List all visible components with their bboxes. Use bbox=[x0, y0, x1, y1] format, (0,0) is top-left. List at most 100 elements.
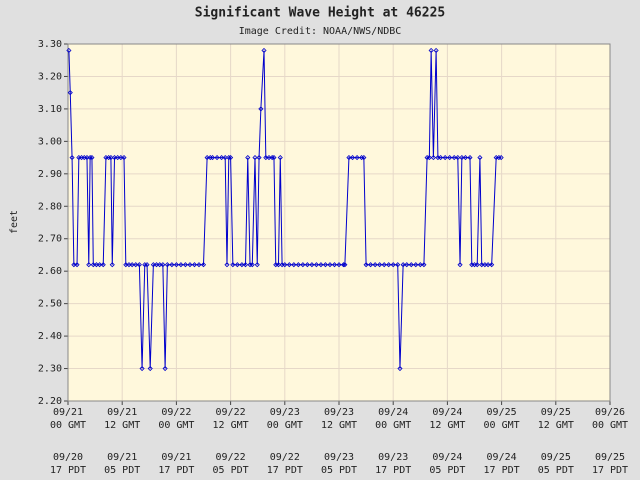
data-point bbox=[196, 262, 202, 268]
data-point bbox=[226, 155, 232, 161]
x-tick-label: 17 PDT bbox=[484, 465, 520, 476]
x-tick-label: 09/22 bbox=[216, 452, 246, 463]
data-point bbox=[433, 47, 439, 54]
data-point bbox=[109, 262, 115, 268]
data-point bbox=[258, 106, 264, 112]
x-tick-label: 17 PDT bbox=[592, 465, 628, 476]
data-point bbox=[214, 155, 220, 161]
data-point bbox=[230, 262, 236, 268]
data-point bbox=[404, 262, 410, 268]
data-point bbox=[381, 262, 387, 268]
data-point bbox=[66, 47, 72, 54]
data-point bbox=[191, 262, 198, 268]
data-point bbox=[256, 155, 262, 161]
x-tick-label: 00 GMT bbox=[50, 420, 86, 431]
data-point bbox=[342, 262, 348, 268]
data-point bbox=[363, 262, 369, 268]
data-point bbox=[282, 262, 288, 268]
data-point bbox=[426, 155, 432, 161]
y-axis-label: feet bbox=[9, 210, 20, 234]
data-point bbox=[261, 47, 267, 54]
data-point bbox=[318, 262, 324, 268]
x-tick-label: 09/26 bbox=[595, 407, 625, 418]
data-point bbox=[245, 155, 251, 161]
y-tick-label: 2.30 bbox=[38, 364, 62, 375]
data-point bbox=[222, 155, 228, 161]
data-point bbox=[74, 262, 80, 268]
data-point bbox=[136, 262, 142, 268]
x-tick-label: 00 GMT bbox=[158, 420, 194, 431]
x-tick-label: 12 GMT bbox=[321, 420, 357, 431]
data-point bbox=[354, 155, 360, 161]
data-point bbox=[254, 262, 260, 268]
data-point bbox=[462, 155, 469, 161]
data-point bbox=[129, 262, 135, 268]
data-point bbox=[277, 155, 283, 161]
x-tick-label: 00 GMT bbox=[592, 420, 628, 431]
data-point bbox=[133, 262, 139, 268]
data-point bbox=[430, 155, 436, 161]
data-point bbox=[447, 155, 453, 161]
data-point bbox=[164, 262, 170, 268]
data-point bbox=[368, 262, 374, 268]
x-tick-label: 09/21 bbox=[107, 452, 137, 463]
y-tick-label: 2.70 bbox=[38, 234, 62, 245]
data-point bbox=[467, 155, 473, 161]
x-tick-label: 09/24 bbox=[487, 452, 517, 463]
data-point bbox=[252, 155, 258, 161]
data-point bbox=[322, 262, 329, 268]
data-point bbox=[421, 262, 427, 268]
x-tick-label: 17 PDT bbox=[375, 465, 411, 476]
data-point bbox=[300, 262, 306, 268]
x-tick-label: 09/22 bbox=[270, 452, 300, 463]
data-point bbox=[349, 155, 356, 161]
x-tick-label: 05 PDT bbox=[213, 465, 249, 476]
data-point bbox=[187, 262, 193, 268]
data-point bbox=[498, 155, 504, 161]
data-point bbox=[331, 262, 338, 268]
data-point bbox=[485, 262, 491, 268]
data-point bbox=[249, 262, 255, 268]
data-point bbox=[108, 155, 114, 161]
data-point bbox=[200, 262, 207, 268]
data-point bbox=[336, 262, 342, 268]
x-tick-label: 17 PDT bbox=[158, 465, 194, 476]
data-point bbox=[144, 262, 150, 268]
data-point bbox=[309, 262, 315, 268]
data-point bbox=[327, 262, 333, 268]
data-point bbox=[340, 262, 347, 268]
data-point bbox=[100, 262, 106, 268]
x-tick-label: 09/23 bbox=[378, 452, 408, 463]
y-tick-label: 2.50 bbox=[38, 299, 62, 310]
y-tick-label: 2.90 bbox=[38, 169, 62, 180]
data-point bbox=[242, 262, 249, 268]
x-tick-label: 12 GMT bbox=[538, 420, 574, 431]
data-point bbox=[160, 262, 166, 268]
data-point bbox=[489, 262, 495, 268]
x-tick-label: 00 GMT bbox=[267, 420, 303, 431]
x-tick-label: 09/23 bbox=[324, 407, 354, 418]
data-point bbox=[438, 155, 444, 161]
data-point bbox=[295, 262, 301, 268]
data-point bbox=[224, 262, 230, 268]
data-point bbox=[275, 262, 282, 268]
chart-subtitle: Image Credit: NOAA/NWS/NDBC bbox=[239, 26, 402, 37]
x-tick-label: 05 PDT bbox=[321, 465, 357, 476]
data-point bbox=[291, 262, 297, 268]
data-point bbox=[169, 262, 175, 268]
data-point bbox=[239, 262, 245, 268]
data-point bbox=[162, 365, 168, 372]
x-tick-label: 12 GMT bbox=[213, 420, 249, 431]
data-point bbox=[228, 155, 234, 161]
data-point bbox=[455, 155, 461, 161]
data-point bbox=[442, 155, 448, 161]
y-tick-label: 3.10 bbox=[38, 104, 62, 115]
data-point bbox=[147, 365, 153, 372]
data-point bbox=[408, 262, 414, 268]
x-tick-label: 05 PDT bbox=[538, 465, 574, 476]
data-point bbox=[372, 262, 378, 268]
data-point bbox=[417, 262, 423, 268]
data-point bbox=[86, 262, 92, 268]
x-tick-label: 09/22 bbox=[161, 407, 191, 418]
